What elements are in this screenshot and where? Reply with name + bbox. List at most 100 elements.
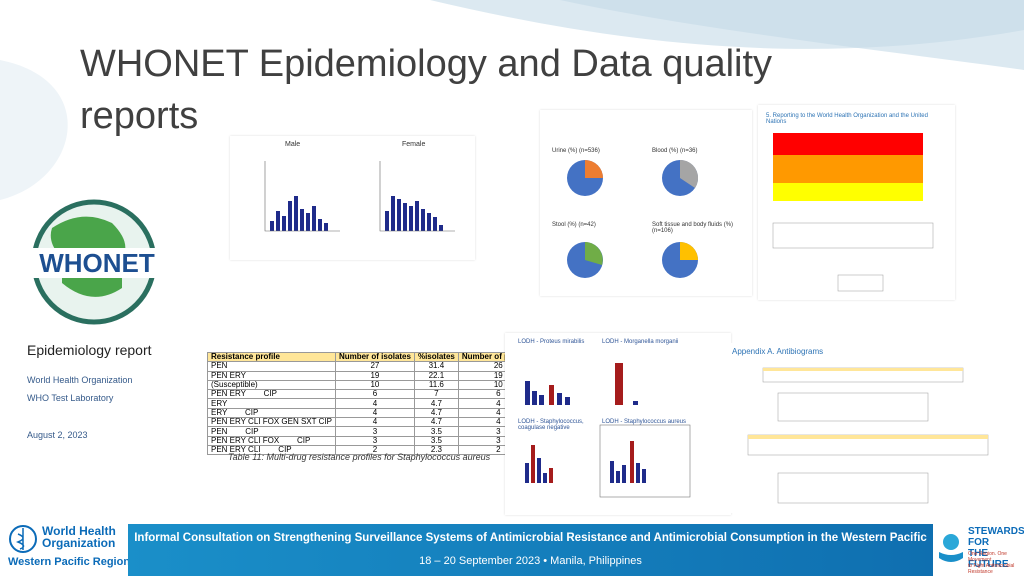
table-cell: ERY CIP xyxy=(207,407,336,419)
report-date: August 2, 2023 xyxy=(27,430,88,440)
hand xyxy=(939,552,963,562)
table-cell: 3 xyxy=(334,426,415,437)
report-lab: WHO Test Laboratory xyxy=(27,393,114,403)
table-cell: PEN xyxy=(207,361,336,372)
critical-band xyxy=(773,133,923,155)
table-row: PEN CIP 3 3.5 3 xyxy=(207,426,539,437)
slide-title: WHONET Epidemiology and Data quality rep… xyxy=(80,43,773,137)
land xyxy=(50,216,126,258)
priority-table xyxy=(772,133,934,292)
tagline-line: One Region. One Movement xyxy=(968,551,1007,563)
table-row: ERY 4 4.7 4 xyxy=(207,398,539,409)
table-cell: (Susceptible) xyxy=(207,379,336,391)
header-cell: %isolates xyxy=(413,351,459,363)
table-cell: 10 xyxy=(334,379,415,391)
lodh-bars xyxy=(525,363,691,498)
pie-title: Soft tissue and body fluids (%) (n=106) xyxy=(652,222,734,234)
land xyxy=(62,278,122,297)
table-cell: 22.1 xyxy=(413,370,459,381)
globe xyxy=(943,534,959,550)
table-cell: PEN ERY CIP xyxy=(207,389,336,400)
report-org: World Health Organization xyxy=(27,375,133,385)
table-row: PEN ERY CIP 6 7 6 xyxy=(207,389,539,400)
medium-band xyxy=(773,183,923,201)
panel-title: Male xyxy=(285,141,301,148)
mini-table xyxy=(772,222,934,249)
whonet-logo: WHONET xyxy=(22,199,172,325)
pie-title: Blood (%) (n=36) xyxy=(652,148,698,154)
mini-table xyxy=(837,274,884,292)
age-bars xyxy=(264,161,455,232)
table-cell: 19 xyxy=(334,370,415,381)
emblem-staff xyxy=(15,528,25,550)
logo-text: WHONET xyxy=(39,248,155,278)
swoosh xyxy=(560,0,1024,70)
table-cell: 6 xyxy=(334,389,415,400)
who-line: World Health xyxy=(42,524,116,538)
table-cell: PEN ERY CLI FOX GEN SXT CIP xyxy=(207,417,336,428)
who-line: Organization xyxy=(42,536,116,550)
table-cell: 3 xyxy=(334,435,415,446)
table-cell: 4.7 xyxy=(413,398,459,409)
pie-icons xyxy=(567,159,699,278)
table-body: PEN 27 31.4 26 PEN ERY 19 22.1 19 (Susceptible) 1… xyxy=(207,361,539,456)
logo-band xyxy=(22,248,172,278)
banner-title: Informal Consultation on Strengthening S… xyxy=(134,532,927,544)
banner-dates: 18 – 20 September 2023 • Manila, Philipp… xyxy=(419,555,642,567)
table-cell: 27 xyxy=(334,361,415,372)
table-cell: 7 xyxy=(413,389,459,400)
table-cell: 11.6 xyxy=(413,379,459,391)
emblem-ring xyxy=(9,525,37,553)
header-cell: Resistance profile xyxy=(207,351,336,363)
table-cell: ERY xyxy=(207,398,336,409)
table-row: PEN ERY 19 22.1 19 xyxy=(207,370,539,381)
header-fill xyxy=(763,368,963,371)
table-cell: 31.4 xyxy=(413,361,459,372)
table-cell: PEN CIP xyxy=(207,426,336,437)
chart-title: LODH - Staphylococcus, coagulase negativ… xyxy=(518,419,584,431)
lodh-thumbnail: LODH - Proteus mirabilis LODH - Morganel… xyxy=(505,333,731,515)
pie-thumbnail: Urine (%) (n=536) Blood (%) (n=36) Stool… xyxy=(540,110,752,296)
mdr-table: Resistance profile Number of isolates %iso… xyxy=(207,351,539,456)
table-cell: 4.7 xyxy=(413,417,459,428)
section-title: 5. Reporting to the World Health Organiz… xyxy=(766,113,928,125)
appendix-title: Appendix A. Antibiograms xyxy=(732,347,824,356)
stewards-line: STEWARDS FOR xyxy=(968,526,1024,548)
appendix-thumbnail: Appendix A. Antibiograms xyxy=(728,343,996,513)
header-fill xyxy=(748,435,988,439)
table-row: ERY CIP 4 4.7 4 xyxy=(207,407,539,419)
table-cell: 3.5 xyxy=(413,426,459,437)
panel-title: Female xyxy=(402,141,426,148)
chart-title: LODH - Staphylococcus aureus xyxy=(602,419,687,425)
table-row: (Susceptible) 10 11.6 10 xyxy=(207,379,539,391)
selection-box xyxy=(599,424,691,498)
table-head: Resistance profile Number of isolates %iso… xyxy=(207,351,539,363)
banner: Informal Consultation on Strengthening S… xyxy=(128,524,933,576)
table-row: PEN 27 31.4 26 xyxy=(207,361,539,372)
table-row: PEN ERY CLI FOX GEN SXT CIP 4 4.7 4 xyxy=(207,417,539,428)
report-heading: Epidemiology report xyxy=(27,342,152,358)
chart-title: LODH - Proteus mirabilis xyxy=(518,339,585,345)
antibiogram-tables xyxy=(747,367,989,504)
table-cell: 4 xyxy=(334,407,415,419)
bars xyxy=(525,363,646,483)
tagline-line: to Fight Antimicrobial Resistance xyxy=(968,563,1015,575)
header-row: Resistance profile Number of isolates %iso… xyxy=(207,351,539,363)
age-chart-thumbnail: Male Female xyxy=(230,136,475,260)
pie-title: Stool (%) (n=42) xyxy=(552,222,596,228)
table-cell: 4 xyxy=(334,417,415,428)
table-cell: 3.5 xyxy=(413,435,459,446)
table-cell: 4.7 xyxy=(413,407,459,419)
stewards-tagline: One Region. One Movement to Fight Antimic… xyxy=(968,551,1024,575)
table-cell: 4 xyxy=(334,398,415,409)
high-band xyxy=(773,155,923,183)
stewards-icon xyxy=(939,534,963,562)
who-report-thumbnail: 5. Reporting to the World Health Organiz… xyxy=(758,105,955,300)
chart-title: LODH - Morganella morganii xyxy=(602,339,679,345)
swoosh xyxy=(0,60,68,200)
stewards-title: STEWARDS FOR THE FUTURE xyxy=(968,526,1024,570)
table-row: PEN ERY CLI FOX CIP 3 3.5 3 xyxy=(207,435,539,446)
who-region: Western Pacific Region xyxy=(8,556,131,568)
